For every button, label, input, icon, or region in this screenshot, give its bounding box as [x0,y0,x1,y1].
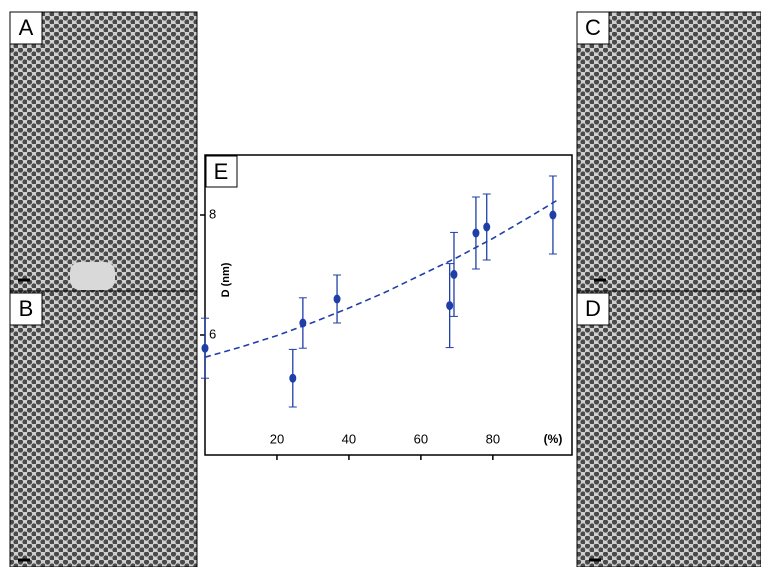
data-point [472,228,480,238]
tem-image-d [576,290,761,567]
label-text: A [19,15,34,40]
data-point [483,222,491,232]
tem-image-a [9,11,198,292]
tem-image-b [9,290,198,567]
panel-label-d: D [576,292,610,326]
data-point [333,294,341,304]
data-point [450,269,458,279]
x-tick-label: 40 [342,431,356,446]
panel-label-c: C [576,11,610,45]
x-tick-label: 20 [270,431,284,446]
label-text: C [585,15,601,40]
tem-defect [70,262,115,290]
y-axis-label: D (nm) [220,262,232,297]
x-tick-label: 80 [486,431,500,446]
label-text: B [19,296,34,321]
y-tick-label: 6 [209,326,216,341]
panel-label-a: A [9,11,43,45]
y-tick-label: 8 [209,206,216,221]
plot-frame [204,154,573,456]
label-text: D [585,296,601,321]
fit-line [204,199,559,358]
data-point [201,343,209,353]
data-point [289,373,297,383]
chart-title-box [205,155,238,188]
tem-image-c [576,11,761,292]
panel-label-b: B [9,292,43,326]
data-point [446,301,454,311]
data-point [549,210,557,220]
x-tick-label: 60 [414,431,428,446]
chart-title: E [214,159,229,184]
x-axis-label: (%) [544,432,563,446]
